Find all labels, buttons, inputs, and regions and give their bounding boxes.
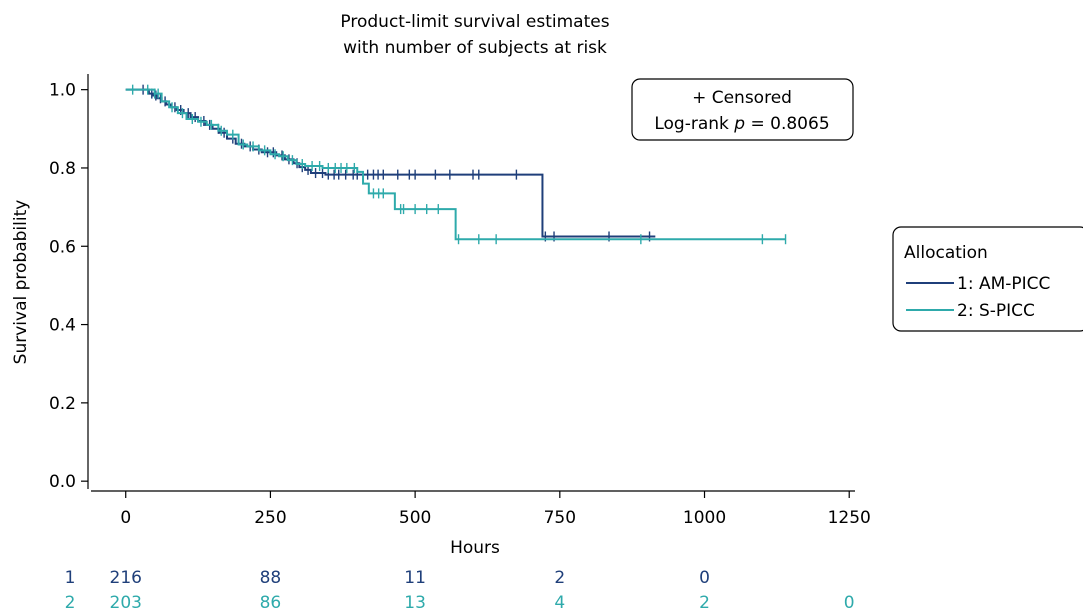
legend-label-s-picc: 2: S-PICC xyxy=(957,301,1035,321)
risk-count: 13 xyxy=(404,593,426,613)
y-axis-label: Survival probability xyxy=(11,200,31,365)
risk-count: 4 xyxy=(554,593,565,613)
risk-count: 203 xyxy=(110,593,142,613)
y-tick-label: 0.6 xyxy=(49,237,76,257)
chart-title-line-1: Product-limit survival estimates xyxy=(340,12,609,32)
x-tick-label: 750 xyxy=(544,508,576,528)
logrank-text: Log-rank p = 0.8065 xyxy=(654,114,829,134)
logrank-value: = 0.8065 xyxy=(745,114,830,134)
legend: Allocation 1: AM-PICC 2: S-PICC xyxy=(892,226,1083,332)
risk-count: 88 xyxy=(260,568,282,588)
risk-count: 86 xyxy=(260,593,282,613)
logrank-p: p xyxy=(733,114,745,134)
chart-title-line-2: with number of subjects at risk xyxy=(343,38,607,58)
risk-row-id: 1 xyxy=(65,568,76,588)
censored-label: + Censored xyxy=(692,88,792,108)
risk-count: 0 xyxy=(844,593,855,613)
info-box-frame xyxy=(631,78,854,141)
plot-area xyxy=(125,84,787,245)
risk-count: 0 xyxy=(699,568,710,588)
y-tick-label: 0.8 xyxy=(49,159,76,179)
x-tick-label: 0 xyxy=(120,508,131,528)
x-tick-label: 250 xyxy=(254,508,286,528)
logrank-prefix: Log-rank xyxy=(654,114,734,134)
y-tick-label: 0.0 xyxy=(49,472,76,492)
risk-table: 1 216 88 11 2 0 2 203 86 13 4 2 0 xyxy=(65,568,855,613)
legend-label-am-picc: 1: AM-PICC xyxy=(957,274,1050,294)
survival-curve-2-s-picc xyxy=(125,88,786,241)
x-tick-label: 500 xyxy=(399,508,431,528)
legend-title: Allocation xyxy=(904,243,988,263)
y-tick-label: 0.2 xyxy=(49,394,76,414)
legend-frame xyxy=(892,226,1083,332)
risk-count: 2 xyxy=(699,593,710,613)
risk-row-id: 2 xyxy=(65,593,76,613)
x-tick-label: 1250 xyxy=(828,508,871,528)
survival-curve-1-am-picc xyxy=(125,88,656,238)
x-tick-label: 1000 xyxy=(683,508,726,528)
x-axis-label: Hours xyxy=(450,538,500,558)
axes: 0.0 0.2 0.4 0.6 0.8 1.0 0 250 500 750 1000 1250 xyxy=(49,74,871,528)
y-tick-label: 0.4 xyxy=(49,316,76,336)
risk-count: 11 xyxy=(404,568,426,588)
risk-count: 216 xyxy=(110,568,142,588)
risk-count: 2 xyxy=(554,568,565,588)
info-box: + Censored Log-rank p = 0.8065 xyxy=(631,78,854,141)
y-tick-label: 1.0 xyxy=(49,81,76,101)
